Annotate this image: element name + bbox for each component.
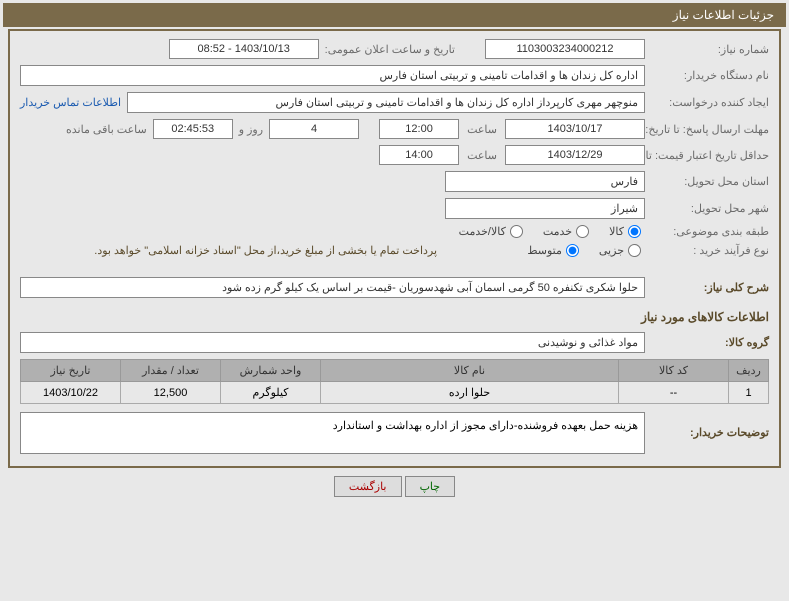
label-validity: حداقل تاریخ اعتبار قیمت: تا تاریخ: — [651, 149, 769, 162]
radio-goods-label: کالا — [609, 225, 624, 238]
td-row: 1 — [729, 382, 769, 404]
th-qty: تعداد / مقدار — [121, 360, 221, 382]
field-validity-time: 14:00 — [379, 145, 459, 165]
th-unit: واحد شمارش — [221, 360, 321, 382]
label-buyer-notes: توضیحات خریدار: — [651, 412, 769, 439]
back-button[interactable]: بازگشت — [334, 476, 402, 497]
td-unit: کیلوگرم — [221, 382, 321, 404]
radio-both[interactable] — [510, 225, 523, 238]
label-days-and: روز و — [239, 123, 263, 136]
field-buyer-notes: هزینه حمل بعهده فروشنده-دارای مجوز از اد… — [20, 412, 645, 454]
goods-info-title: اطلاعات کالاهای مورد نیاز — [20, 310, 769, 324]
field-announce: 1403/10/13 - 08:52 — [169, 39, 319, 59]
field-validity-date: 1403/12/29 — [505, 145, 645, 165]
field-buyer: اداره کل زندان ها و اقدامات تامینی و ترب… — [20, 65, 645, 86]
td-code: -- — [619, 382, 729, 404]
label-purchase-type: نوع فرآیند خرید : — [651, 244, 769, 257]
td-qty: 12,500 — [121, 382, 221, 404]
radio-medium[interactable] — [566, 244, 579, 257]
table-row: 1 -- حلوا ارده کیلوگرم 12,500 1403/10/22 — [21, 382, 769, 404]
field-deadline-date: 1403/10/17 — [505, 119, 645, 139]
payment-note: پرداخت تمام یا بخشی از مبلغ خرید،از محل … — [20, 244, 511, 257]
label-announce: تاریخ و ساعت اعلان عمومی: — [325, 43, 455, 56]
panel-title: جزئیات اطلاعات نیاز — [3, 3, 786, 27]
field-need-desc: حلوا شکری تکنفره 50 گرمی اسمان آبی شهدسو… — [20, 277, 645, 298]
goods-table: ردیف کد کالا نام کالا واحد شمارش تعداد /… — [20, 359, 769, 404]
th-name: نام کالا — [321, 360, 619, 382]
field-deadline-time: 12:00 — [379, 119, 459, 139]
radio-both-label: کالا/خدمت — [459, 225, 506, 238]
label-category: طبقه بندی موضوعی: — [651, 225, 769, 238]
print-button[interactable]: چاپ — [405, 476, 456, 497]
field-days: 4 — [269, 119, 359, 139]
field-countdown: 02:45:53 — [153, 119, 233, 139]
th-date: تاریخ نیاز — [21, 360, 121, 382]
radio-service[interactable] — [576, 225, 589, 238]
radio-goods[interactable] — [628, 225, 641, 238]
label-buyer: نام دستگاه خریدار: — [651, 69, 769, 82]
label-need-desc: شرح کلی نیاز: — [651, 281, 769, 294]
label-deadline: مهلت ارسال پاسخ: تا تاریخ: — [651, 123, 769, 136]
label-requester: ایجاد کننده درخواست: — [651, 96, 769, 109]
th-row: ردیف — [729, 360, 769, 382]
radio-small[interactable] — [628, 244, 641, 257]
label-province: استان محل تحویل: — [651, 175, 769, 188]
label-goods-group: گروه کالا: — [651, 336, 769, 349]
field-goods-group: مواد غذائی و نوشیدنی — [20, 332, 645, 353]
field-need-no: 1103003234000212 — [485, 39, 645, 59]
label-need-no: شماره نیاز: — [651, 43, 769, 56]
td-name: حلوا ارده — [321, 382, 619, 404]
contact-link[interactable]: اطلاعات تماس خریدار — [20, 96, 121, 109]
label-hour-1: ساعت — [467, 123, 497, 136]
radio-service-label: خدمت — [543, 225, 572, 238]
details-panel: شماره نیاز: 1103003234000212 تاریخ و ساع… — [8, 29, 781, 468]
td-date: 1403/10/22 — [21, 382, 121, 404]
radio-medium-label: متوسط — [527, 244, 562, 257]
field-city: شیراز — [445, 198, 645, 219]
field-province: فارس — [445, 171, 645, 192]
label-remaining: ساعت باقی مانده — [66, 123, 147, 136]
field-requester: منوچهر مهری کارپرداز اداره کل زندان ها و… — [127, 92, 645, 113]
label-city: شهر محل تحویل: — [651, 202, 769, 215]
label-hour-2: ساعت — [467, 149, 497, 162]
radio-small-label: جزیی — [599, 244, 624, 257]
th-code: کد کالا — [619, 360, 729, 382]
